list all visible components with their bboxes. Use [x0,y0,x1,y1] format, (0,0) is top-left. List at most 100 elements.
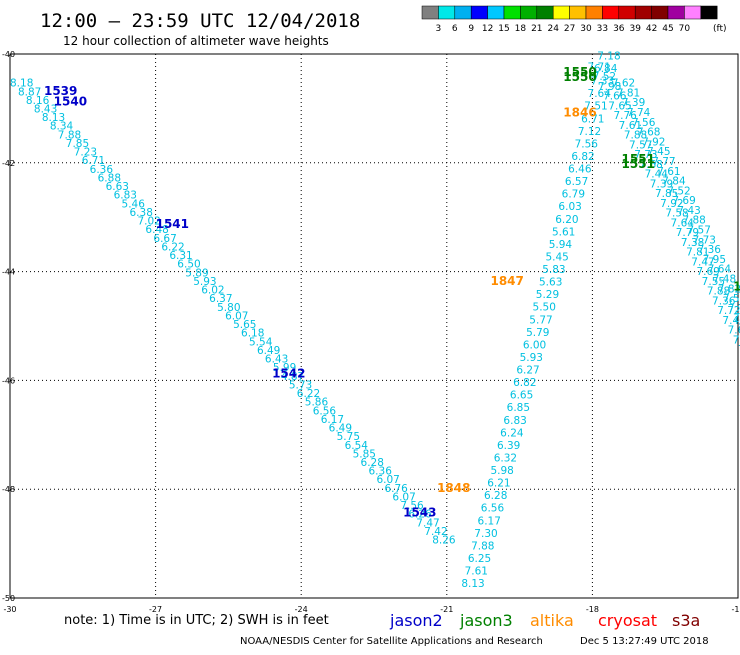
x-tick-label: -24 [295,605,308,614]
legend-s3a: s3a [672,611,700,630]
scale-swatch [569,5,587,20]
swh-value-label: 7.88 [624,130,647,142]
x-tick-label: -27 [149,605,162,614]
swh-value-label: 7.91 [733,334,740,346]
scale-swatch [421,5,439,20]
swh-value-label: 8.87 [18,86,41,98]
swh-value-label: 5.75 [337,431,360,443]
y-tick-label: -40 [2,50,15,59]
swh-value-label: 6.31 [169,250,192,262]
x-tick-label: -18 [586,605,599,614]
swh-value-label: 7.63 [728,325,740,337]
swh-value-label: 7.71 [588,61,611,73]
swh-value-label: 6.17 [478,515,501,527]
swh-value-label: 7.36 [712,295,736,307]
swh-value-label: 6.71 [581,113,604,125]
grid-lines [10,54,738,598]
swh-value-label: 7.51 [584,101,607,113]
pass-time-label: 1847 [490,274,523,288]
x-tick-label: -21 [440,605,453,614]
scale-tick-label: 27 [564,24,575,34]
swh-value-label: 6.18 [241,328,264,340]
swh-value-label: 6.24 [500,427,524,439]
chart-subtitle: 12 hour collection of altimeter wave hei… [63,34,329,48]
footer-timestamp: Dec 5 13:27:49 UTC 2018 [580,636,709,647]
swh-value-label: 7.61 [657,166,680,178]
swh-value-label: 7.84 [662,176,686,188]
swh-value-label: 6.36 [369,466,393,478]
swh-value-label: 7.74 [627,107,651,119]
swh-value-label: 7.56 [575,138,599,150]
pass-time-label: 1541 [156,217,189,231]
swh-value-label: 8.34 [50,121,74,133]
swh-value-label: 8.26 [432,535,456,547]
y-tick-label: -42 [2,159,15,168]
swh-value-label: 7.02 [137,216,160,228]
swh-value-label: 5.93 [520,352,543,364]
swh-value-label: 6.22 [297,388,320,400]
swh-value-label: 7.12 [578,126,601,138]
swh-value-label: 6.07 [392,491,415,503]
plot-frame [9,53,739,599]
swh-value-label: 7.85 [66,138,89,150]
swh-value-label: 7.59 [723,293,740,305]
swh-value-label: 6.17 [321,414,344,426]
swh-value-label: 7.73 [693,234,716,246]
swh-value-label: 8.13 [42,112,65,124]
swh-value-label: 7.56 [400,500,424,512]
footer-note: note: 1) Time is in UTC; 2) SWH is in fe… [64,613,329,628]
swh-value-label: 6.48 [145,224,168,236]
track-labels: 8.188.878.168.438.138.347.887.857.236.71… [10,50,740,590]
swh-value-label: 7.82 [718,283,740,295]
swh-value-label: 7.64 [588,88,612,100]
swh-value-label: 6.88 [98,172,121,184]
scale-tick-label: 18 [515,24,527,34]
pass-time-label: 1543 [403,505,436,519]
swh-value-label: 7.42 [424,526,447,538]
swh-value-label: 6.00 [523,339,546,351]
legend-cryosat: cryosat [598,611,657,630]
swh-value-label: 7.88 [682,215,705,227]
pass-time-label: 1542 [272,367,305,381]
swh-value-label: 6.54 [345,440,369,452]
swh-value-label: 5.54 [249,336,273,348]
scale-tick-label: 3 [436,24,442,34]
swh-value-label: 7.79 [676,227,699,239]
scale-tick-label: 21 [531,24,542,34]
scale-swatch [684,5,702,20]
swh-value-label: 7.52 [593,71,616,83]
pass-time-label: 14 [733,280,740,294]
swh-value-label: 6.49 [257,345,280,357]
swh-value-label: 6.71 [82,155,105,167]
plot-area: -30 -27 -24 -21 -18 -15 -40 -42 -44 -46 -48 -50 8.1… [2,50,740,614]
swh-value-label: 6.07 [225,310,248,322]
chart-title: 12:00 – 23:59 UTC 12/04/2018 [40,10,360,32]
swh-value-label: 5.77 [529,314,552,326]
swh-value-label: 6.25 [468,553,491,565]
scale-swatch [618,5,636,20]
swh-value-label: 5.85 [353,448,376,460]
pass-time-label: 1550 [563,70,596,84]
swh-value-label: 7.68 [639,159,662,171]
swh-value-label: 6.27 [516,365,539,377]
swh-value-label: 7.47 [691,256,714,268]
scale-swatch [634,5,652,20]
scale-tick-label: 12 [482,24,493,34]
pass-time-label: 1550 [563,65,596,79]
scale-swatch [552,5,570,20]
scale-swatch [585,5,603,20]
swh-value-label: 6.83 [503,415,526,427]
swh-value-label: 7.39 [622,97,645,109]
pass-time-label: 1540 [54,95,87,109]
swh-value-label: 5.73 [289,379,312,391]
swh-value-label: 7.36 [698,244,722,256]
swh-value-label: 6.36 [90,164,114,176]
swh-value-label: 7.92 [660,198,683,210]
scale-swatch [438,5,456,20]
swh-value-label: 7.85 [655,188,678,200]
swh-value-label: 7.95 [703,254,726,266]
swh-value-label: 7.44 [645,169,669,181]
